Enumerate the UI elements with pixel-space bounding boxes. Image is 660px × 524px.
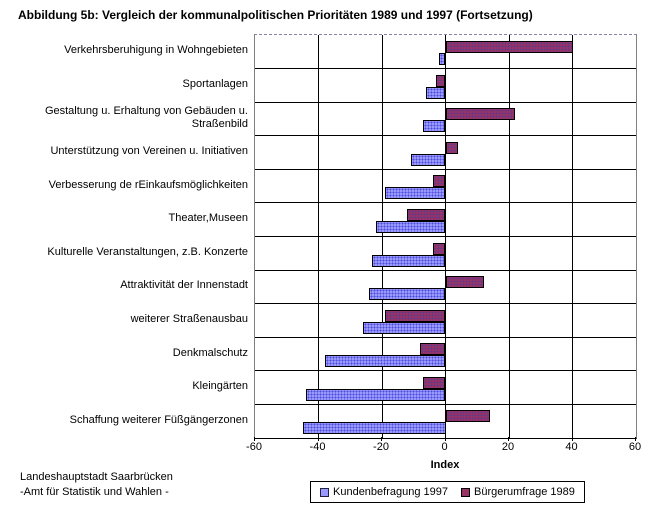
x-tick-label: 20 — [501, 441, 515, 453]
bar-series-1997 — [375, 220, 446, 233]
x-tick-mark — [571, 437, 573, 441]
legend: Kundenbefragung 1997 Bürgerumfrage 1989 — [310, 481, 585, 503]
category-label: Sportanlagen — [182, 77, 248, 90]
grid-line-horizontal — [255, 202, 636, 204]
x-tick-label: -40 — [309, 441, 326, 453]
category-label: weiterer Straßenausbau — [130, 312, 248, 325]
grid-line-horizontal — [255, 135, 636, 137]
x-tick-label: 40 — [565, 441, 578, 453]
grid-line-horizontal — [255, 336, 636, 338]
bar-series-1989 — [420, 343, 446, 356]
legend-swatch-1989-icon — [461, 487, 470, 497]
bar-series-1989 — [432, 242, 446, 255]
chart-title: Abbildung 5b: Vergleich der kommunalpoli… — [18, 8, 533, 22]
x-tick-label: 60 — [628, 441, 642, 453]
category-label: Gestaltung u. Erhaltung von Gebäuden u. … — [44, 104, 248, 130]
x-tick-label: -60 — [246, 441, 262, 453]
bar-series-1997 — [362, 321, 446, 334]
legend-item-1989: Bürgerumfrage 1989 — [461, 486, 575, 498]
bar-series-1989 — [445, 41, 573, 53]
grid-line-horizontal — [255, 168, 636, 170]
source-line-1: Landeshauptstadt Saarbrücken — [20, 471, 173, 483]
plot-area — [254, 34, 637, 439]
legend-label-1997: Kundenbefragung 1997 — [333, 486, 448, 498]
bar-series-1997 — [369, 288, 446, 301]
bar-series-1989 — [445, 276, 484, 289]
bar-series-1989 — [432, 175, 446, 188]
bar-series-1989 — [407, 208, 446, 221]
source-note: Landeshauptstadt Saarbrücken -Amt für St… — [20, 470, 173, 500]
bar-series-1997 — [423, 120, 446, 133]
x-tick-mark — [381, 437, 382, 441]
grid-line-horizontal — [255, 303, 636, 305]
category-label: Verkehrsberuhigung in Wohngebieten — [64, 44, 248, 57]
x-tick-mark — [508, 437, 509, 441]
bar-series-1997 — [302, 422, 446, 435]
category-label: Unterstützung von Vereinen u. Initiative… — [50, 145, 248, 158]
bar-series-1997 — [372, 254, 446, 267]
bar-series-1989 — [445, 410, 490, 423]
category-label: Denkmalschutz — [172, 346, 248, 359]
bar-series-1997 — [410, 153, 446, 166]
x-tick-mark — [635, 437, 636, 441]
category-label: Kleingärten — [192, 380, 248, 393]
bar-series-1997 — [324, 355, 446, 368]
category-label: Kulturelle Veranstaltungen, z.B. Konzert… — [47, 245, 248, 258]
category-label: Schaffung weiterer Füßgängerzonen — [69, 413, 248, 426]
bar-series-1997 — [426, 86, 446, 99]
bar-series-1989 — [385, 309, 446, 322]
grid-line-horizontal — [255, 403, 636, 405]
grid-line-horizontal — [255, 68, 636, 70]
grid-line-horizontal — [255, 101, 636, 103]
bar-series-1997 — [385, 187, 446, 200]
legend-swatch-1997-icon — [320, 487, 329, 497]
x-tick-mark — [317, 437, 319, 441]
category-label: Verbesserung de rEinkaufsmöglichkeiten — [48, 178, 248, 191]
x-tick-label: 0 — [441, 441, 448, 453]
source-line-2: -Amt für Statistik und Wahlen - — [20, 486, 169, 498]
category-label: Theater,Museen — [168, 212, 249, 225]
x-tick-mark — [254, 437, 255, 441]
bar-series-1997 — [305, 388, 446, 401]
bar-series-1989 — [445, 141, 459, 154]
bar-series-1989 — [435, 74, 446, 87]
grid-line-horizontal — [255, 269, 636, 271]
bar-series-1989 — [423, 376, 446, 389]
x-axis-title: Index — [430, 459, 460, 471]
legend-label-1989: Bürgerumfrage 1989 — [474, 486, 575, 498]
grid-line-horizontal — [255, 370, 636, 372]
bar-series-1997 — [439, 53, 446, 65]
x-tick-label: -20 — [373, 441, 389, 453]
x-tick-mark — [444, 437, 446, 441]
category-label: Attraktivität der Innenstadt — [120, 279, 248, 292]
legend-item-1997: Kundenbefragung 1997 — [320, 486, 448, 498]
grid-line-horizontal — [255, 236, 636, 237]
bar-series-1989 — [445, 108, 516, 121]
